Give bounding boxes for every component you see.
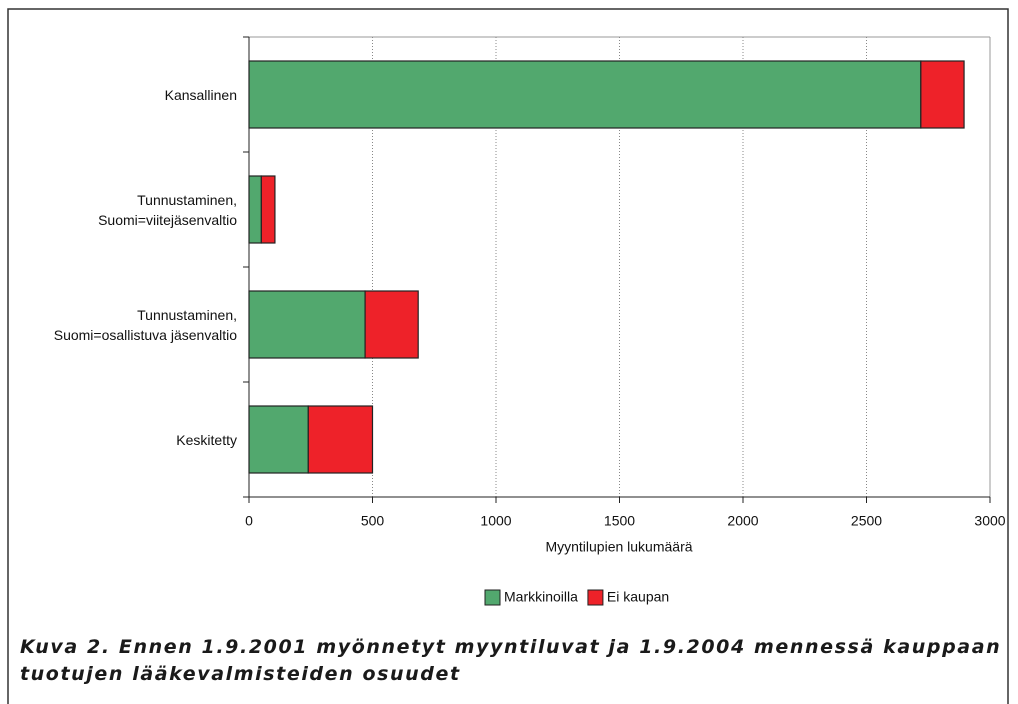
x-tick-label: 500 (361, 513, 385, 529)
x-tick-label: 2000 (727, 513, 758, 529)
bar (248, 290, 366, 359)
legend-label: Markkinoilla (504, 589, 578, 605)
x-axis-title: Myyntilupien lukumäärä (545, 539, 692, 555)
y-tick-label: Tunnustaminen, Suomi=osallistuva jäsenva… (53, 306, 237, 343)
frame (7, 8, 1009, 704)
x-tick-label: 0 (245, 513, 253, 529)
legend-label: Ei kaupan (607, 589, 669, 605)
legend-swatch (587, 589, 604, 606)
bar (248, 405, 309, 474)
y-tick-label: Kansallinen (164, 86, 237, 103)
x-tick-label: 1000 (480, 513, 511, 529)
y-tick-label: Tunnustaminen, Suomi=viitejäsenvaltio (98, 191, 237, 228)
bar (364, 290, 419, 359)
x-tick-label: 3000 (974, 513, 1005, 529)
bar (248, 175, 262, 244)
bar (260, 175, 276, 244)
legend-swatch (484, 589, 501, 606)
caption: tuotujen lääkevalmisteiden osuudet (20, 663, 461, 685)
caption: Kuva 2. Ennen 1.9.2001 myönnetyt myyntil… (20, 636, 1002, 658)
x-tick-label: 2500 (851, 513, 882, 529)
bar (307, 405, 374, 474)
bar (248, 60, 922, 129)
bar (920, 60, 965, 129)
x-tick-label: 1500 (604, 513, 635, 529)
y-tick-label: Keskitetty (176, 431, 237, 448)
